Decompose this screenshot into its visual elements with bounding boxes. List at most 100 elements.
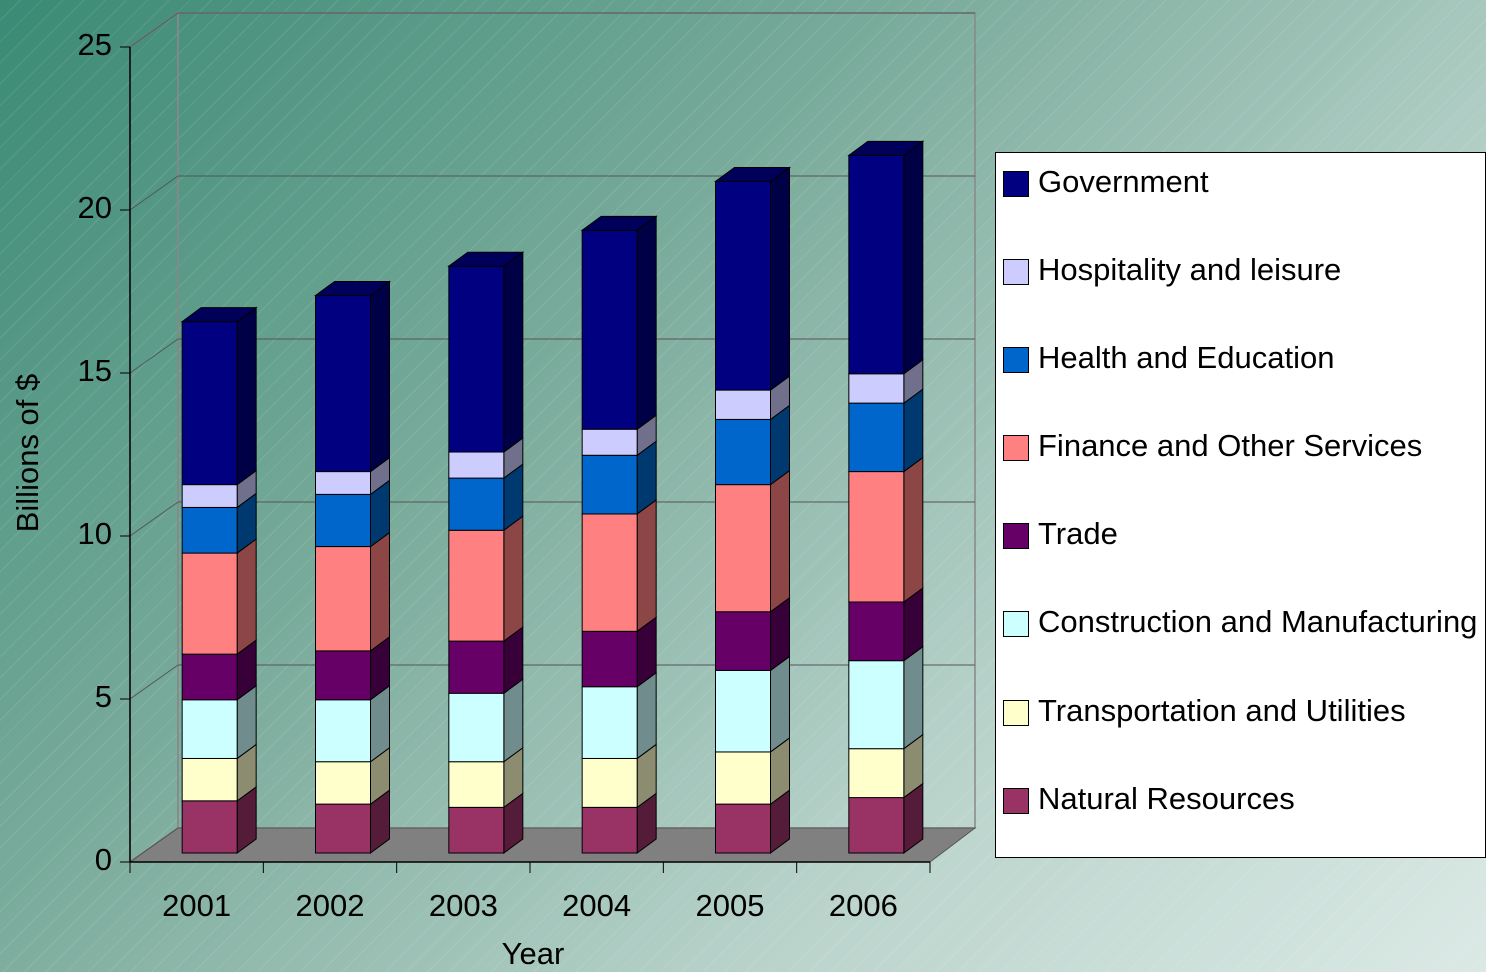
legend-entry: Government — [1003, 163, 1483, 201]
bar-side — [503, 515, 524, 643]
legend-label: Finance and Other Services — [1038, 428, 1423, 463]
bar — [448, 265, 505, 453]
legend-swatch — [1003, 435, 1029, 461]
bar — [448, 692, 505, 763]
y-axis-title: Billions of $ — [10, 374, 45, 533]
bar — [848, 601, 905, 662]
legend-entry: Finance and Other Services — [1003, 427, 1483, 465]
legend-swatch — [1003, 700, 1029, 726]
legend-swatch — [1003, 523, 1029, 549]
bar-side — [770, 655, 790, 753]
side-wall — [129, 11, 179, 864]
bar — [848, 373, 905, 404]
bar — [315, 471, 371, 495]
bar — [315, 761, 371, 805]
bar — [181, 552, 238, 655]
bar-side — [770, 166, 790, 392]
x-tick-label: 2006 — [829, 888, 898, 923]
bar-side — [770, 469, 790, 613]
bar — [715, 484, 771, 613]
legend-label: Health and Education — [1038, 340, 1335, 375]
bar — [448, 451, 505, 479]
bar — [715, 611, 771, 671]
bar — [181, 653, 238, 701]
bar-side — [903, 456, 924, 603]
bar-top — [180, 307, 258, 323]
x-tick-label: 2005 — [696, 888, 765, 923]
bar — [448, 761, 505, 808]
x-tick-label: 2003 — [429, 888, 498, 923]
bar — [181, 321, 238, 486]
bar — [581, 454, 638, 515]
bar-top — [313, 281, 392, 297]
legend-label: Natural Resources — [1038, 781, 1295, 816]
chart: Billions of $ Year 0 5 10 15 20 25 2001 2002 200… — [10, 11, 977, 971]
bar-side — [236, 538, 257, 656]
bar — [581, 513, 638, 632]
y-tick-label: 5 — [95, 679, 112, 714]
bar — [715, 803, 771, 854]
bar — [315, 546, 371, 652]
bar-side — [503, 251, 524, 454]
legend-label: Transportation and Utilities — [1038, 693, 1406, 728]
bar — [581, 428, 638, 456]
legend-entry: Trade — [1003, 515, 1483, 553]
grid-line — [129, 827, 179, 863]
bar-side — [370, 280, 390, 473]
bar-side — [903, 645, 924, 750]
y-tick-label: 20 — [78, 190, 112, 225]
bar — [848, 660, 905, 750]
bar — [181, 699, 238, 759]
bar — [581, 686, 638, 759]
bar — [315, 803, 371, 854]
grid-line — [129, 664, 179, 700]
bar-top — [447, 251, 525, 267]
x-tick-label: 2004 — [562, 888, 631, 923]
bar — [448, 477, 505, 531]
x-tick-label: 2002 — [296, 888, 365, 923]
bar — [448, 806, 505, 854]
legend-swatch — [1003, 788, 1029, 814]
bar — [181, 757, 238, 802]
bar — [448, 640, 505, 694]
bar — [848, 154, 905, 375]
legend-swatch — [1003, 171, 1029, 197]
bar — [315, 699, 371, 763]
bar — [715, 418, 771, 486]
legend: Government Hospitality and leisure Health … — [995, 152, 1486, 858]
bar-side — [636, 498, 657, 633]
bar-side — [370, 531, 390, 652]
bar-top — [847, 140, 925, 156]
bar — [581, 229, 638, 430]
legend-entry: Natural Resources — [1003, 780, 1483, 818]
bar — [581, 757, 638, 808]
bar-side — [236, 306, 257, 486]
x-axis-title: Year — [502, 936, 565, 971]
bar — [715, 180, 771, 391]
grid-line — [129, 12, 179, 48]
bar — [848, 471, 905, 603]
legend-entry: Construction and Manufacturing — [1003, 603, 1483, 641]
bar — [848, 748, 905, 799]
bar-top — [580, 215, 658, 231]
bar-side — [903, 140, 924, 375]
legend-label: Construction and Manufacturing — [1038, 604, 1478, 639]
bar — [715, 751, 771, 805]
bar-side — [636, 215, 657, 431]
legend-swatch — [1003, 347, 1029, 373]
bar — [181, 484, 238, 508]
bar — [181, 506, 238, 554]
bar — [715, 389, 771, 420]
bar-top — [713, 166, 792, 182]
y-tick-label: 15 — [78, 353, 112, 388]
bar — [315, 295, 371, 473]
bar-side — [636, 671, 657, 760]
floor — [128, 827, 977, 863]
legend-swatch — [1003, 259, 1029, 285]
bar — [581, 806, 638, 854]
grid-line — [129, 501, 179, 537]
y-tick-label: 0 — [95, 842, 112, 877]
bar — [581, 630, 638, 688]
legend-entry: Hospitality and leisure — [1003, 251, 1483, 289]
